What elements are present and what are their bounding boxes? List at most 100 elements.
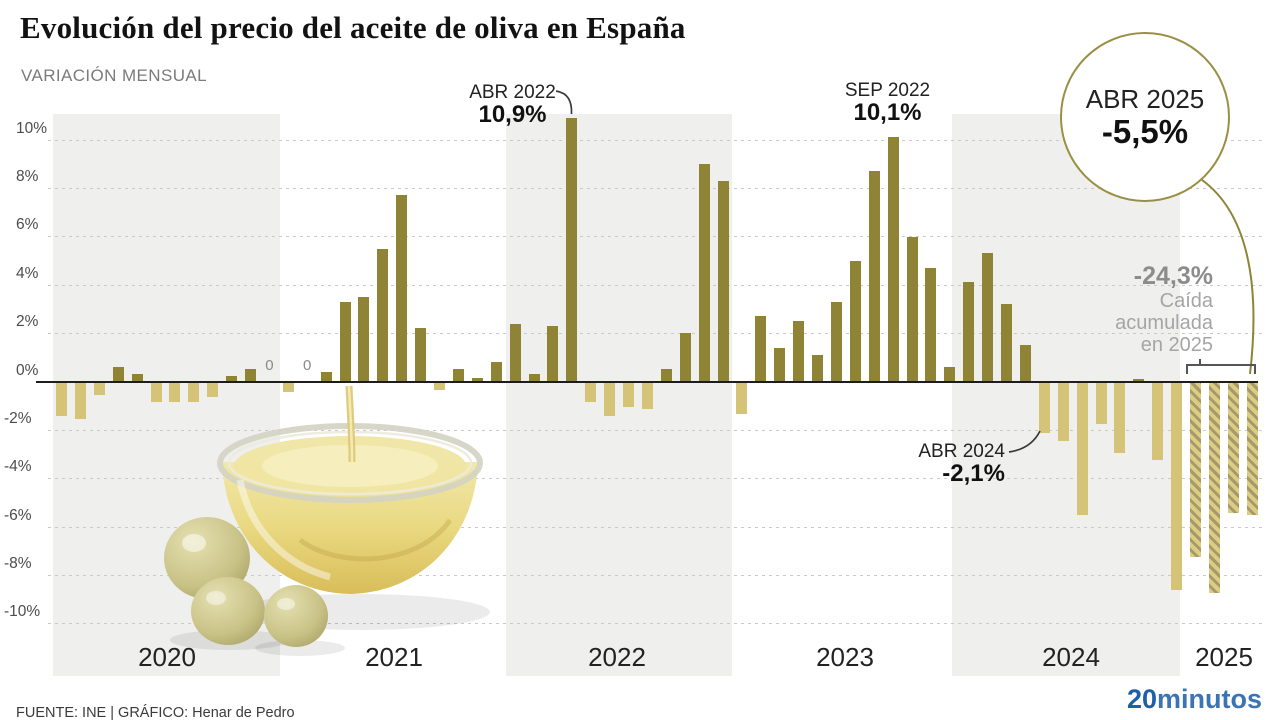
bar-2020-07 — [169, 382, 181, 402]
bar-2021-08 — [415, 328, 427, 382]
bar-2022-03 — [547, 325, 559, 382]
gridline-2 — [48, 333, 1264, 335]
bar-2022-06 — [604, 382, 616, 417]
y-tick-label: -6% — [4, 506, 32, 524]
bar-2023-03 — [774, 347, 786, 382]
y-tick-label: -4% — [4, 458, 32, 476]
gridline--4 — [48, 478, 1264, 480]
zero-value-label: 0 — [303, 357, 312, 374]
bar-2023-02 — [755, 316, 767, 382]
accumulated-line1: Caída — [1159, 290, 1213, 312]
y-tick-label: -8% — [4, 554, 32, 572]
gridline-4 — [48, 284, 1264, 286]
bar-2023-05 — [812, 354, 823, 382]
year-band-2022 — [506, 114, 732, 676]
bar-2020-08 — [188, 382, 200, 402]
bar-2020-09 — [207, 382, 219, 397]
bar-2022-02 — [528, 374, 540, 382]
logo-20: 20 — [1126, 684, 1157, 714]
x-axis-year-label-2022: 2022 — [588, 642, 646, 672]
bar-2023-04 — [793, 321, 805, 382]
bar-2024-07 — [1076, 382, 1088, 516]
gridline--2 — [48, 429, 1264, 431]
annotation-abr2025-circle: ABR 2025 -5,5% — [1060, 32, 1230, 202]
bar-2023-07 — [849, 260, 861, 382]
annotation-abr2022-value: 10,9% — [478, 101, 547, 128]
zero-axis-line — [36, 380, 1258, 383]
bar-2021-12 — [490, 362, 502, 382]
x-axis-year-label-2021: 2021 — [365, 642, 423, 672]
bar-2025-01 — [1190, 382, 1201, 557]
x-axis-year-label-2020: 2020 — [138, 642, 196, 672]
bar-2022-12 — [717, 180, 729, 382]
bar-2024-08 — [1095, 382, 1107, 424]
annotation-abr2024-label: ABR 2024 — [918, 441, 1005, 462]
y-tick-label: 4% — [16, 264, 39, 282]
bar-2024-04 — [1019, 345, 1031, 382]
bar-2022-11 — [698, 164, 710, 382]
zero-value-label: 0 — [265, 357, 274, 374]
bar-2022-08 — [641, 382, 653, 410]
gridline-8 — [48, 188, 1264, 190]
bar-2020-10 — [226, 375, 238, 382]
x-axis-year-label-2024: 2024 — [1042, 642, 1100, 672]
bar-2022-09 — [660, 369, 672, 382]
bar-2024-09 — [1114, 382, 1126, 453]
accumulated-bracket-tick — [1199, 359, 1201, 365]
bar-2020-05 — [131, 374, 143, 382]
annotation-abr2024-value: -2,1% — [942, 460, 1005, 487]
bar-2024-05 — [1038, 382, 1050, 434]
bar-2020-01 — [56, 382, 67, 417]
bar-2021-03 — [320, 371, 332, 382]
annotation-abr2025-value: -5,5% — [1101, 113, 1189, 150]
y-tick-label: 2% — [16, 313, 39, 331]
bar-2024-06 — [1057, 382, 1069, 441]
bar-2022-07 — [623, 382, 634, 407]
bar-2024-02 — [982, 253, 994, 382]
bar-2023-11 — [925, 267, 937, 382]
y-tick-label: 10% — [16, 119, 48, 137]
bar-2023-12 — [944, 367, 956, 382]
20minutos-logo: 20minutos — [1127, 684, 1262, 715]
bar-2024-12 — [1171, 382, 1183, 591]
x-axis-year-label-2023: 2023 — [816, 642, 874, 672]
annotation-abr2022-label: ABR 2022 — [469, 82, 556, 103]
x-axis-year-label-2025: 2025 — [1195, 642, 1253, 672]
bar-2023-08 — [868, 171, 880, 382]
source-credit: FUENTE: INE | GRÁFICO: Henar de Pedro — [16, 705, 295, 720]
bar-2020-04 — [112, 367, 124, 382]
y-tick-label: 8% — [16, 168, 39, 186]
bar-2020-02 — [74, 382, 86, 419]
bar-2025-04 — [1246, 382, 1258, 516]
bar-2021-06 — [377, 248, 389, 382]
bar-2021-05 — [358, 296, 370, 382]
annotation-abr2022: ABR 2022 10,9% — [440, 82, 585, 127]
annotation-abr2024: ABR 2024 -2,1% — [880, 441, 1005, 486]
gridline--8 — [48, 574, 1264, 576]
bar-2021-01 — [282, 382, 294, 393]
y-tick-label: 6% — [16, 216, 39, 234]
bar-2020-03 — [93, 382, 105, 395]
bar-2024-01 — [963, 282, 975, 382]
gridline-10 — [48, 139, 1264, 141]
y-tick-label: -2% — [4, 409, 32, 427]
bar-2024-10 — [1133, 379, 1145, 382]
accumulated-bracket — [1186, 364, 1256, 374]
bar-2022-05 — [585, 382, 597, 402]
bar-2025-02 — [1208, 382, 1220, 593]
year-band-2020 — [53, 114, 280, 676]
bar-2022-10 — [679, 333, 691, 382]
accumulated-value: -24,3% — [1133, 262, 1213, 290]
accumulated-line2: acumulada — [1115, 312, 1213, 334]
gridline--6 — [48, 526, 1264, 528]
page-title: Evolución del precio del aceite de oliva… — [20, 10, 686, 45]
bar-2021-04 — [339, 301, 351, 382]
bar-2022-04 — [566, 118, 578, 382]
bar-2023-01 — [736, 382, 748, 414]
chart-subtitle: VARIACIÓN MENSUAL — [21, 66, 207, 85]
bar-2020-06 — [150, 382, 162, 402]
annotation-sep2022-label: SEP 2022 — [844, 80, 931, 101]
bar-2023-10 — [906, 236, 918, 382]
bar-2024-11 — [1152, 382, 1164, 460]
